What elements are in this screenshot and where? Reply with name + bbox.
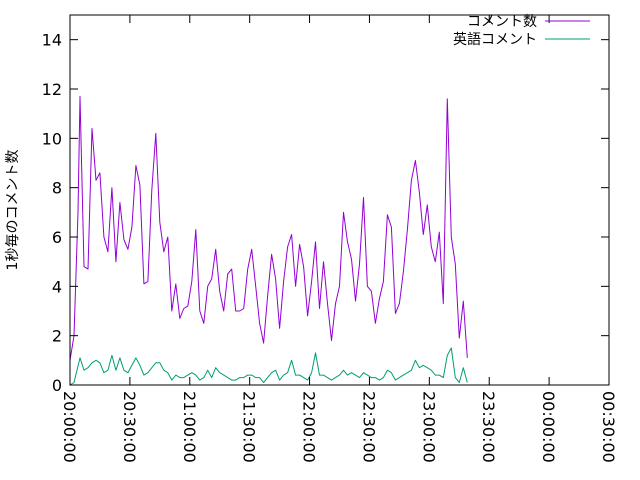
x-tick-label: 23:30:00 bbox=[479, 391, 498, 463]
x-tick-label: 00:30:00 bbox=[599, 391, 618, 463]
y-tick-label: 14 bbox=[42, 31, 62, 50]
y-tick-label: 2 bbox=[52, 327, 62, 346]
plot-frame bbox=[69, 14, 610, 386]
x-tick-label: 22:30:00 bbox=[359, 391, 378, 463]
x-tick-label: 00:00:00 bbox=[539, 391, 558, 463]
y-axis-title: 1秒毎のコメント数 bbox=[5, 150, 21, 271]
y-tick-label: 6 bbox=[52, 228, 62, 247]
y-tick-label: 10 bbox=[42, 129, 62, 148]
x-axis: 20:00:00 20:30:00 21:00:00 21:30:00 22:00:00… bbox=[60, 15, 618, 463]
series-line-2 bbox=[69, 347, 468, 386]
y-axis: 0 2 4 6 8 10 12 14 bbox=[42, 31, 609, 395]
x-tick-label: 21:30:00 bbox=[240, 391, 259, 463]
x-tick-label: 20:00:00 bbox=[60, 391, 79, 463]
x-tick-label: 21:00:00 bbox=[180, 391, 199, 463]
x-tick-label: 20:30:00 bbox=[120, 391, 139, 463]
y-tick-label: 12 bbox=[42, 80, 62, 99]
x-tick-label: 22:00:00 bbox=[300, 391, 319, 463]
plot-lines bbox=[69, 95, 468, 386]
y-tick-label: 0 bbox=[52, 376, 62, 395]
legend-label-2: 英語コメント bbox=[453, 31, 537, 48]
x-tick-label: 23:00:00 bbox=[419, 391, 438, 463]
y-tick-label: 4 bbox=[52, 277, 62, 296]
series-line-1 bbox=[69, 95, 468, 361]
legend-label-1: コメント数 bbox=[467, 14, 537, 30]
y-tick-label: 8 bbox=[52, 179, 62, 198]
